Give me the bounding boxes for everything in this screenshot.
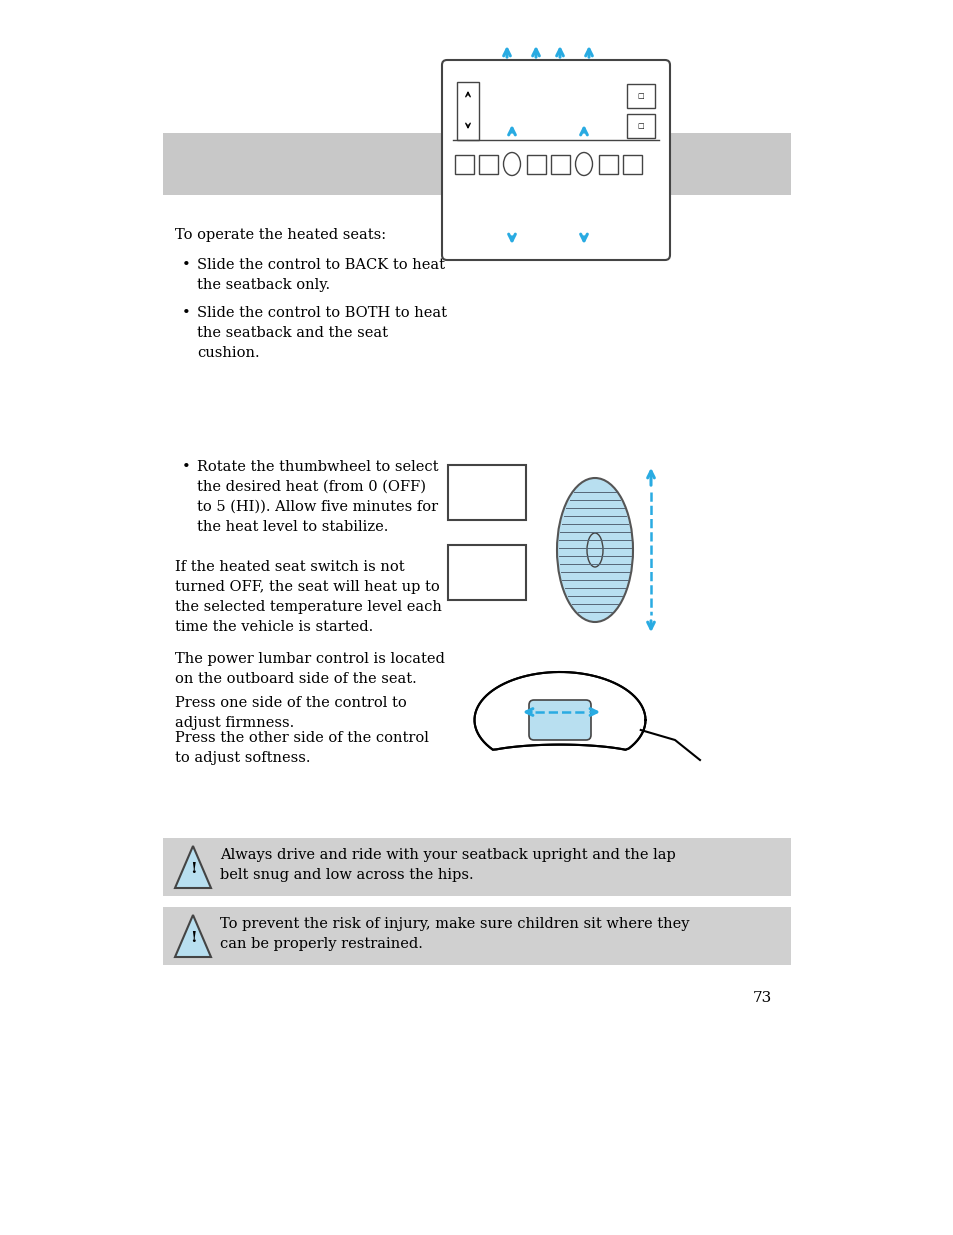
Bar bbox=[455, 156, 474, 174]
Text: To prevent the risk of injury, make sure children sit where they
can be properly: To prevent the risk of injury, make sure… bbox=[220, 918, 689, 951]
Text: 73: 73 bbox=[752, 990, 771, 1005]
FancyBboxPatch shape bbox=[441, 61, 669, 261]
Text: □: □ bbox=[637, 93, 643, 99]
FancyBboxPatch shape bbox=[529, 700, 590, 740]
Ellipse shape bbox=[503, 152, 520, 175]
Ellipse shape bbox=[586, 534, 602, 567]
Text: The power lumbar control is located
on the outboard side of the seat.: The power lumbar control is located on t… bbox=[174, 652, 444, 687]
Text: If the heated seat switch is not
turned OFF, the seat will heat up to
the select: If the heated seat switch is not turned … bbox=[174, 559, 441, 634]
Bar bbox=[551, 156, 569, 174]
Bar bbox=[448, 466, 525, 520]
Bar bbox=[622, 156, 641, 174]
Polygon shape bbox=[174, 846, 211, 888]
Polygon shape bbox=[474, 672, 645, 750]
Bar bbox=[163, 839, 790, 897]
Bar bbox=[163, 133, 790, 195]
Ellipse shape bbox=[557, 478, 633, 622]
Text: □: □ bbox=[637, 124, 643, 128]
Text: To operate the heated seats:: To operate the heated seats: bbox=[174, 228, 386, 242]
Text: •: • bbox=[182, 258, 191, 272]
Bar bbox=[478, 156, 497, 174]
Text: Always drive and ride with your seatback upright and the lap
belt snug and low a: Always drive and ride with your seatback… bbox=[220, 848, 675, 882]
Text: Slide the control to BOTH to heat
the seatback and the seat
cushion.: Slide the control to BOTH to heat the se… bbox=[196, 306, 447, 361]
Text: •: • bbox=[182, 459, 191, 474]
Bar bbox=[598, 156, 618, 174]
Text: •: • bbox=[182, 306, 191, 320]
Ellipse shape bbox=[575, 152, 592, 175]
Polygon shape bbox=[174, 915, 211, 957]
Bar bbox=[163, 906, 790, 965]
Bar bbox=[626, 114, 655, 138]
Bar bbox=[456, 82, 478, 140]
Text: Press the other side of the control
to adjust softness.: Press the other side of the control to a… bbox=[174, 731, 429, 764]
Bar bbox=[526, 156, 545, 174]
Text: Slide the control to BACK to heat
the seatback only.: Slide the control to BACK to heat the se… bbox=[196, 258, 444, 291]
Bar bbox=[626, 84, 655, 107]
Text: Press one side of the control to
adjust firmness.: Press one side of the control to adjust … bbox=[174, 697, 406, 730]
Text: !: ! bbox=[190, 931, 196, 945]
Bar bbox=[448, 545, 525, 600]
Text: Rotate the thumbwheel to select
the desired heat (from 0 (OFF)
to 5 (HI)). Allow: Rotate the thumbwheel to select the desi… bbox=[196, 459, 438, 535]
Text: !: ! bbox=[190, 862, 196, 876]
